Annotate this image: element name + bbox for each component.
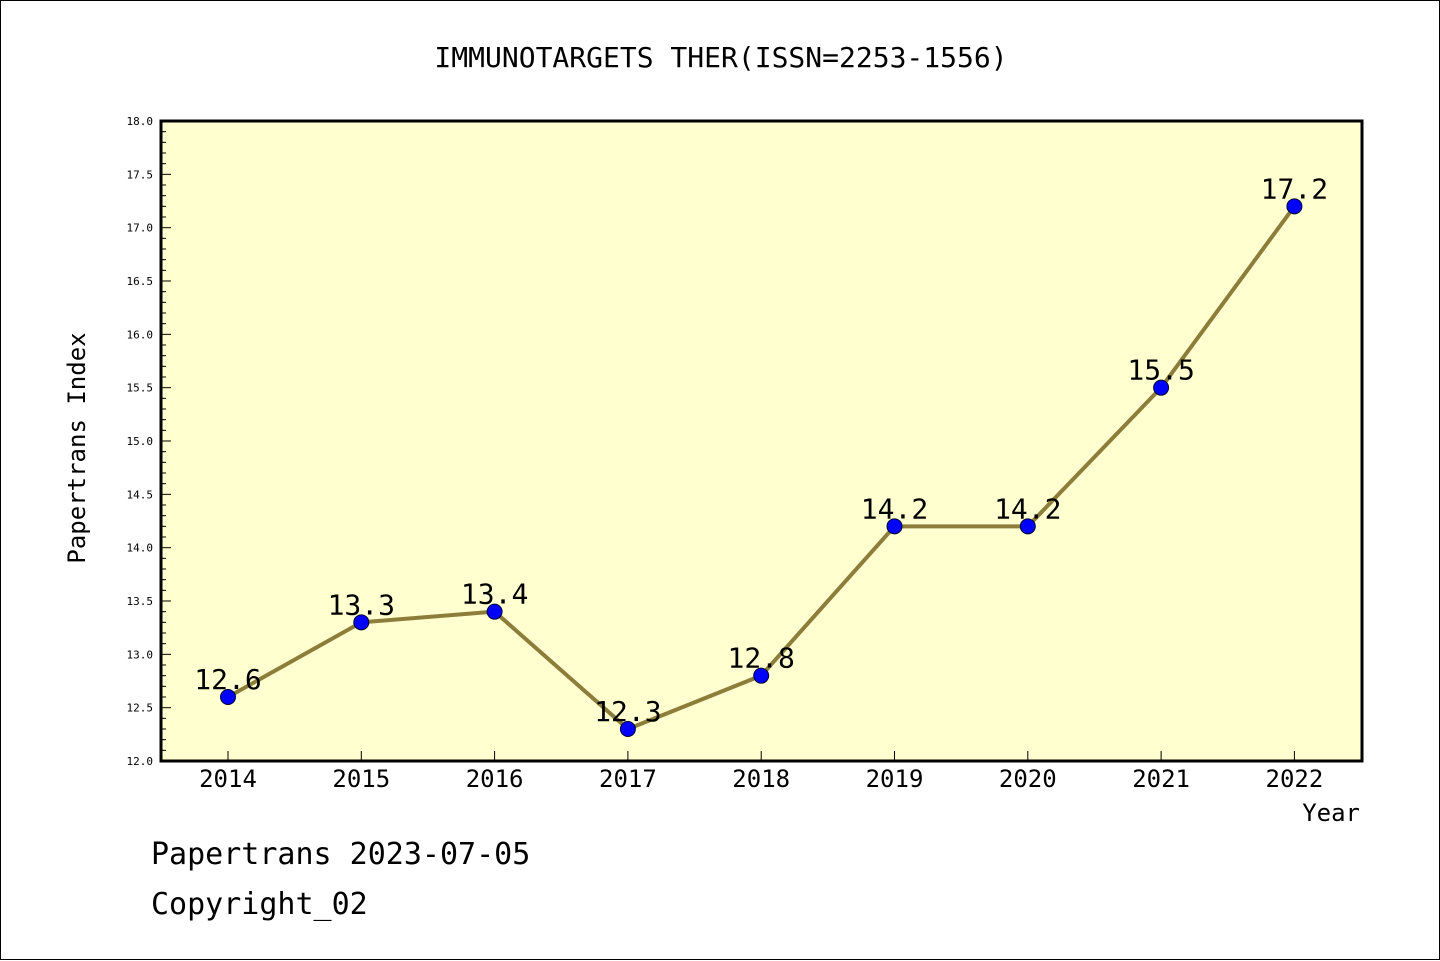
data-label: 12.8: [727, 642, 794, 675]
data-point: [753, 667, 770, 684]
y-axis: 12.0 12.5 13.0 13.5 14.0 14.5 15.0 15.5 16.0 16.5…: [127, 115, 171, 768]
plot-area: [161, 121, 1362, 761]
data-label: 12.3: [594, 695, 661, 728]
y-tick-label: 14.5: [127, 488, 154, 501]
x-axis-title: Year: [1302, 799, 1360, 827]
x-tick-label: 2015: [332, 765, 390, 793]
x-tick-label: 2018: [732, 765, 790, 793]
data-label: 13.4: [461, 578, 528, 611]
chart-title: IMMUNOTARGETS THER(ISSN=2253-1556): [434, 41, 1007, 74]
y-tick-label: 15.0: [127, 435, 154, 448]
data-label: 14.2: [994, 492, 1061, 525]
x-tick-label: 2020: [999, 765, 1057, 793]
data-point: [1019, 518, 1036, 535]
y-tick-label: 18.0: [127, 115, 154, 128]
plot-border: [159, 119, 1364, 763]
data-label: 17.2: [1261, 172, 1328, 205]
y-tick-label: 16.5: [127, 275, 154, 288]
data-point: [1153, 379, 1170, 396]
data-point: [353, 614, 370, 631]
data-point: [220, 689, 236, 705]
data-point: [1286, 198, 1303, 215]
footer-copyright: Copyright_02: [151, 887, 368, 922]
data-point: [619, 721, 636, 737]
data-label: 13.3: [328, 588, 395, 621]
y-tick-label: 14.0: [127, 542, 154, 555]
y-tick-label: 17.0: [127, 222, 154, 235]
data-point: [886, 518, 903, 535]
y-axis-title: Papertrans Index: [63, 332, 91, 563]
footer-date: Papertrans 2023-07-05: [151, 837, 531, 872]
data-label: 15.5: [1127, 354, 1194, 387]
y-tick-label: 15.5: [127, 382, 154, 395]
x-tick-label: 2022: [1266, 765, 1324, 793]
x-tick-label: 2019: [866, 765, 924, 793]
data-point: [486, 603, 503, 620]
x-tick-label: 2014: [199, 765, 257, 793]
y-tick-label: 12.5: [127, 702, 154, 715]
x-tick-label: 2016: [466, 765, 524, 793]
data-label: 14.2: [861, 492, 928, 525]
y-tick-label: 17.5: [127, 168, 154, 181]
data-points: [220, 198, 1303, 737]
x-tick-label: 2017: [599, 765, 657, 793]
y-tick-label: 12.0: [127, 755, 154, 768]
y-tick-label: 16.0: [127, 328, 154, 341]
data-label: 12.6: [194, 663, 261, 696]
x-axis: 2014 2015 2016 2017 2018 2019 2020 2021 2022: [199, 751, 1323, 793]
x-tick-label: 2021: [1132, 765, 1190, 793]
data-labels: 12.6 13.3 13.4 12.3 12.8 14.2 14.2 15.5 17.2: [194, 172, 1328, 728]
y-tick-label: 13.5: [127, 595, 154, 608]
y-tick-label: 13.0: [127, 648, 154, 661]
